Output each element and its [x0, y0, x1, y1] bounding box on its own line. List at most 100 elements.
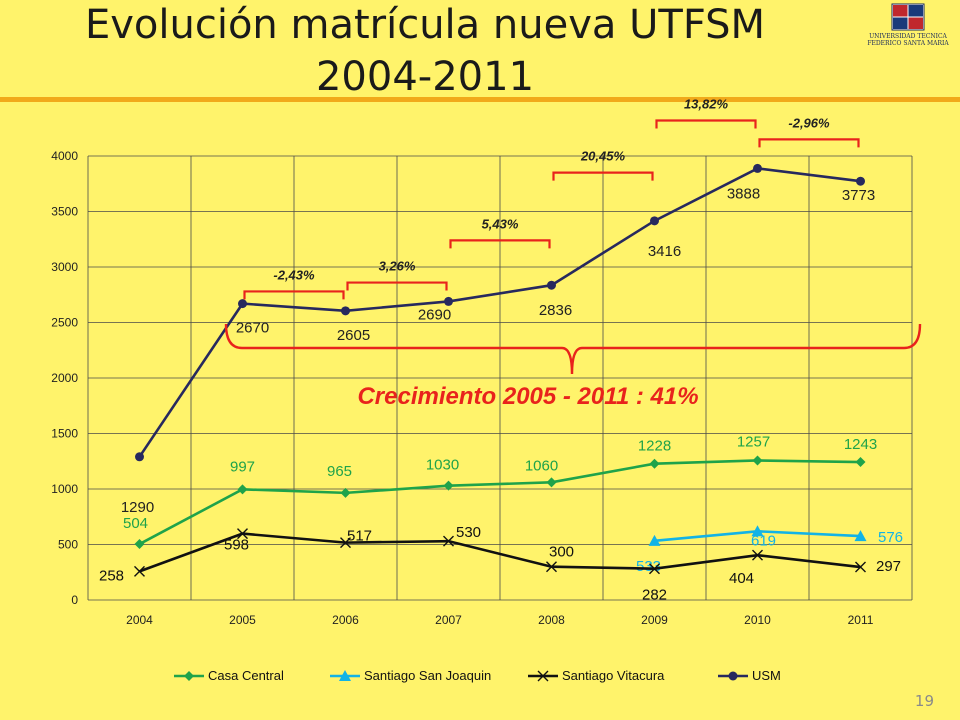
data-point [134, 539, 145, 550]
x-tick-label: 2004 [126, 613, 153, 627]
x-tick-label: 2007 [435, 613, 462, 627]
series-line-casa-central [138, 459, 861, 546]
data-label: 3416 [648, 243, 681, 260]
x-tick-label: 2009 [641, 613, 668, 627]
x-tick-label: 2006 [332, 613, 359, 627]
data-point [443, 535, 454, 547]
data-point [752, 455, 763, 466]
data-label: 300 [549, 544, 574, 561]
data-point [134, 565, 145, 577]
data-point [444, 296, 453, 306]
series-line-usm [138, 167, 861, 458]
data-point [340, 537, 351, 549]
growth-bracket [243, 290, 345, 300]
growth-label: -2,96% [788, 115, 830, 130]
legend-label: USM [752, 668, 781, 683]
y-tick-label: 1500 [51, 427, 78, 441]
growth-bracket [758, 138, 860, 148]
data-point [751, 525, 764, 537]
total-growth-label: Crecimiento 2005 - 2011 : 41% [357, 383, 698, 410]
y-tick-label: 4000 [51, 149, 78, 163]
x-tick-label: 2005 [229, 613, 256, 627]
y-tick-label: 1000 [51, 482, 78, 496]
x-tick-label: 2010 [744, 613, 771, 627]
data-point [854, 530, 867, 542]
data-label: 533 [636, 558, 661, 575]
data-point [443, 480, 454, 491]
data-point [340, 487, 351, 498]
legend-marker [339, 670, 351, 681]
data-label: 3888 [727, 185, 760, 202]
data-point [341, 306, 350, 316]
data-label: 504 [123, 515, 148, 532]
data-label: 1060 [525, 457, 558, 474]
x-tick-label: 2011 [848, 613, 874, 627]
y-tick-label: 500 [58, 538, 78, 552]
page-number: 19 [914, 692, 934, 710]
total-growth-brace [224, 323, 922, 375]
y-tick-label: 3000 [51, 260, 78, 274]
logo-text-line2: FEDERICO SANTA MARIA [867, 40, 949, 47]
data-label: 517 [347, 528, 372, 545]
growth-label: 3,26% [379, 259, 416, 274]
logo-text-line1: UNIVERSIDAD TECNICA [869, 33, 947, 40]
y-tick-label: 2500 [51, 316, 78, 330]
data-label: 2836 [539, 302, 572, 319]
growth-bracket [346, 281, 448, 291]
y-tick-label: 3500 [51, 205, 78, 219]
university-logo [891, 3, 925, 31]
data-label: 258 [99, 567, 124, 584]
data-label: 576 [878, 529, 903, 546]
data-point [135, 452, 144, 462]
data-label: 1228 [638, 438, 671, 455]
data-point [855, 561, 866, 573]
data-point [547, 280, 556, 290]
growth-bracket [655, 119, 757, 129]
data-label: 3773 [842, 187, 875, 204]
legend-marker [537, 670, 549, 682]
growth-bracket [449, 239, 551, 249]
data-point [649, 563, 660, 575]
data-label: 997 [230, 458, 255, 475]
data-label: 2605 [337, 327, 370, 344]
growth-label: -2,43% [273, 267, 315, 282]
slide-title-line2: 2004-2011 [315, 54, 535, 100]
data-label: 1030 [426, 457, 459, 474]
x-tick-label: 2008 [538, 613, 565, 627]
growth-label: 13,82% [684, 96, 729, 111]
data-point [855, 457, 866, 468]
data-point [237, 528, 248, 540]
data-point [546, 477, 557, 488]
data-label: 282 [642, 587, 667, 604]
legend-marker [184, 671, 194, 681]
data-label: 1290 [121, 499, 154, 516]
y-tick-label: 2000 [51, 371, 78, 385]
data-label: 530 [456, 524, 481, 541]
legend-label: Santiago Vitacura [562, 668, 665, 683]
data-label: 1257 [737, 433, 770, 450]
data-point [648, 534, 661, 546]
data-label: 965 [327, 463, 352, 480]
y-tick-label: 0 [71, 593, 78, 607]
data-label: 2690 [418, 306, 451, 323]
data-label: 2670 [236, 320, 269, 337]
data-label: 297 [876, 558, 901, 575]
data-label: 619 [751, 532, 776, 549]
data-point [752, 549, 763, 561]
title-rule [0, 97, 960, 102]
data-label: 598 [224, 537, 249, 554]
growth-bracket [552, 171, 654, 181]
data-point [753, 163, 762, 173]
legend-label: Casa Central [208, 668, 284, 683]
data-point [856, 176, 865, 186]
data-point [237, 484, 248, 495]
series-line-santiago-vitacura [139, 532, 861, 573]
data-point [546, 561, 557, 573]
slide-title-line1: Evolución matrícula nueva UTFSM [84, 2, 766, 48]
legend-label: Santiago San Joaquin [364, 668, 491, 683]
data-label: 1243 [844, 436, 877, 453]
data-label: 404 [729, 570, 754, 587]
data-point [238, 299, 247, 309]
data-point [649, 458, 660, 469]
